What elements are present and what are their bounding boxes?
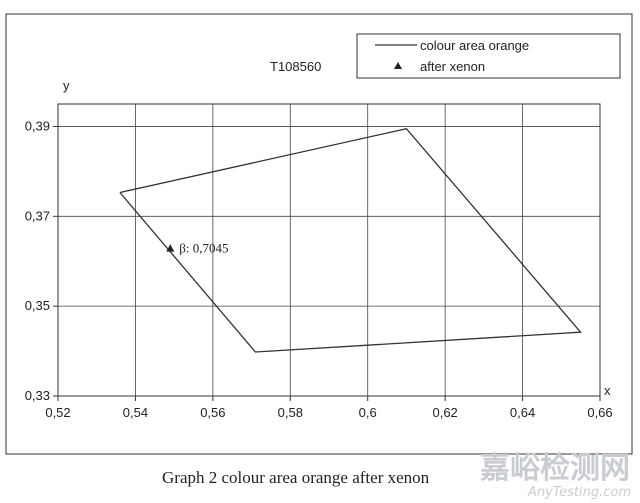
watermark-cn: 嘉峪检测网 bbox=[480, 451, 630, 486]
x-tick-label: 0,56 bbox=[200, 405, 225, 420]
y-tick-labels: 0,33 0,35 0,37 0,39 bbox=[25, 118, 50, 403]
plot-area bbox=[57, 103, 601, 397]
figure-caption: Graph 2 colour area orange after xenon bbox=[162, 468, 430, 487]
legend-entry-line: colour area orange bbox=[420, 38, 529, 53]
legend: colour area orange after xenon bbox=[356, 33, 621, 79]
x-tick-labels: 0,52 0,54 0,56 0,58 0,6 0,62 0,64 0,66 bbox=[45, 405, 612, 420]
after-xenon-marker bbox=[166, 244, 175, 252]
y-tick-label: 0,39 bbox=[25, 118, 50, 133]
series-layer bbox=[119, 127, 582, 353]
grid-lines bbox=[53, 104, 601, 401]
x-tick-label: 0,58 bbox=[278, 405, 303, 420]
y-axis-label: y bbox=[63, 78, 70, 93]
x-tick-label: 0,52 bbox=[45, 405, 70, 420]
y-tick-label: 0,33 bbox=[25, 388, 50, 403]
x-tick-label: 0,66 bbox=[587, 405, 612, 420]
x-tick-label: 0,54 bbox=[123, 405, 148, 420]
x-tick-label: 0,64 bbox=[510, 405, 535, 420]
colour-area-orange-line bbox=[119, 127, 582, 353]
chart-id-label: T108560 bbox=[270, 59, 321, 74]
legend-box bbox=[356, 33, 621, 79]
beta-annotation: β: 0,7045 bbox=[179, 241, 228, 256]
x-axis-label: x bbox=[604, 383, 611, 398]
x-tick-label: 0,62 bbox=[432, 405, 457, 420]
y-tick-label: 0,35 bbox=[25, 298, 50, 313]
watermark-en: AnyTesting.com bbox=[527, 485, 631, 500]
legend-triangle-marker bbox=[394, 62, 402, 69]
legend-entry-marker: after xenon bbox=[420, 59, 485, 74]
y-tick-label: 0,37 bbox=[25, 208, 50, 223]
x-tick-label: 0,6 bbox=[359, 405, 377, 420]
